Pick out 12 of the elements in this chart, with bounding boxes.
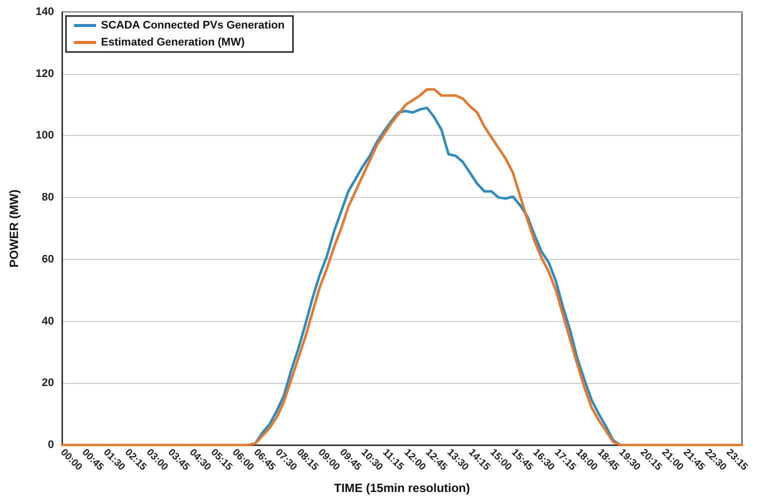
legend-label: SCADA Connected PVs Generation (101, 20, 285, 32)
y-tick-label: 20 (42, 377, 54, 390)
y-tick-label: 40 (42, 315, 54, 328)
y-tick-label: 120 (36, 68, 54, 80)
x-axis-title: TIME (15min resolution) (334, 481, 470, 495)
y-tick-label: 60 (42, 253, 54, 266)
y-tick-label: 140 (36, 6, 54, 18)
y-tick-label: 80 (42, 192, 54, 204)
y-tick-label: 100 (36, 130, 54, 142)
legend-label: Estimated Generation (MW) (101, 36, 245, 48)
y-tick-label: 0 (48, 439, 54, 451)
y-axis-title: POWER (MW) (7, 190, 21, 268)
